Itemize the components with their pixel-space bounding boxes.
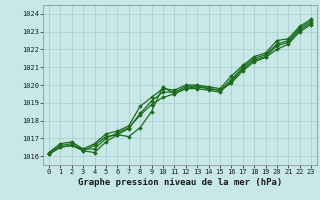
X-axis label: Graphe pression niveau de la mer (hPa): Graphe pression niveau de la mer (hPa)	[78, 178, 282, 187]
